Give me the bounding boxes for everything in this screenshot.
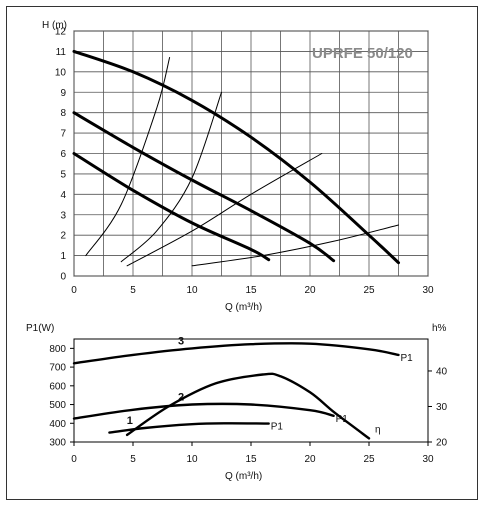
- y-tick-label: 0: [60, 272, 66, 283]
- x-tick-label: 5: [130, 454, 136, 465]
- x-tick-label: 25: [363, 454, 375, 465]
- efficiency-axis-label: h%: [432, 323, 447, 334]
- x-tick-label: 5: [130, 285, 136, 296]
- x-tick-label: 15: [245, 454, 257, 465]
- curve-number-label: 2: [178, 392, 184, 404]
- head-chart-series: [72, 49, 400, 267]
- left-tick-label: 700: [49, 363, 66, 374]
- left-tick-label: 800: [49, 344, 66, 355]
- power-series-label: P1: [401, 353, 414, 364]
- efficiency-curve: [125, 372, 371, 440]
- power-series-label: P1: [271, 422, 284, 433]
- efficiency-series-label: η: [375, 424, 381, 435]
- head-axis-label: H (m): [42, 20, 67, 31]
- right-tick-label: 30: [436, 402, 448, 413]
- right-tick-label: 40: [436, 366, 448, 377]
- head-curve-1: [72, 49, 400, 265]
- y-tick-label: 10: [55, 67, 67, 78]
- y-tick-label: 11: [56, 47, 67, 58]
- x-tick-label: 15: [245, 285, 257, 296]
- x-tick-label: 10: [186, 454, 198, 465]
- system-curve-5: [120, 91, 222, 263]
- x-tick-label: 0: [71, 454, 77, 465]
- curve-number-label: 1: [127, 415, 133, 427]
- x-tick-label: 0: [71, 285, 77, 296]
- left-tick-label: 500: [49, 400, 66, 411]
- curve-number-label: 3: [178, 335, 184, 347]
- x-tick-label: 30: [422, 454, 434, 465]
- power-curve-2: [72, 402, 335, 420]
- system-curve-6: [126, 153, 323, 267]
- y-tick-label: 12: [55, 27, 67, 38]
- right-tick-label: 20: [436, 438, 448, 449]
- chart-frame: [6, 6, 478, 500]
- left-tick-label: 400: [49, 419, 66, 430]
- power-curve-1: [108, 422, 270, 434]
- y-tick-label: 7: [60, 129, 66, 140]
- model-title: UPRFE 50/120: [312, 45, 413, 62]
- y-tick-label: 1: [60, 251, 66, 262]
- head-curve-3: [72, 152, 271, 262]
- power-chart-x-axis-label: Q (m³/h): [225, 471, 262, 482]
- x-tick-label: 10: [186, 285, 198, 296]
- y-tick-label: 9: [60, 88, 66, 99]
- x-tick-label: 25: [363, 285, 375, 296]
- power-curve-3: [72, 342, 400, 365]
- y-tick-label: 4: [60, 190, 66, 201]
- y-tick-label: 8: [60, 108, 66, 119]
- left-tick-label: 300: [49, 438, 66, 449]
- x-tick-label: 30: [422, 285, 434, 296]
- y-tick-label: 6: [60, 149, 66, 160]
- left-tick-label: 600: [49, 381, 66, 392]
- y-tick-label: 2: [60, 231, 66, 242]
- y-tick-label: 3: [60, 210, 66, 221]
- system-curve-7: [191, 224, 399, 267]
- head-curve-2: [72, 111, 336, 263]
- x-tick-label: 20: [304, 454, 316, 465]
- y-tick-label: 5: [60, 169, 66, 180]
- system-curve-4: [85, 57, 171, 257]
- head-chart-x-axis-label: Q (m³/h): [225, 302, 262, 313]
- power-axis-label: P1(W): [26, 323, 54, 334]
- x-tick-label: 20: [304, 285, 316, 296]
